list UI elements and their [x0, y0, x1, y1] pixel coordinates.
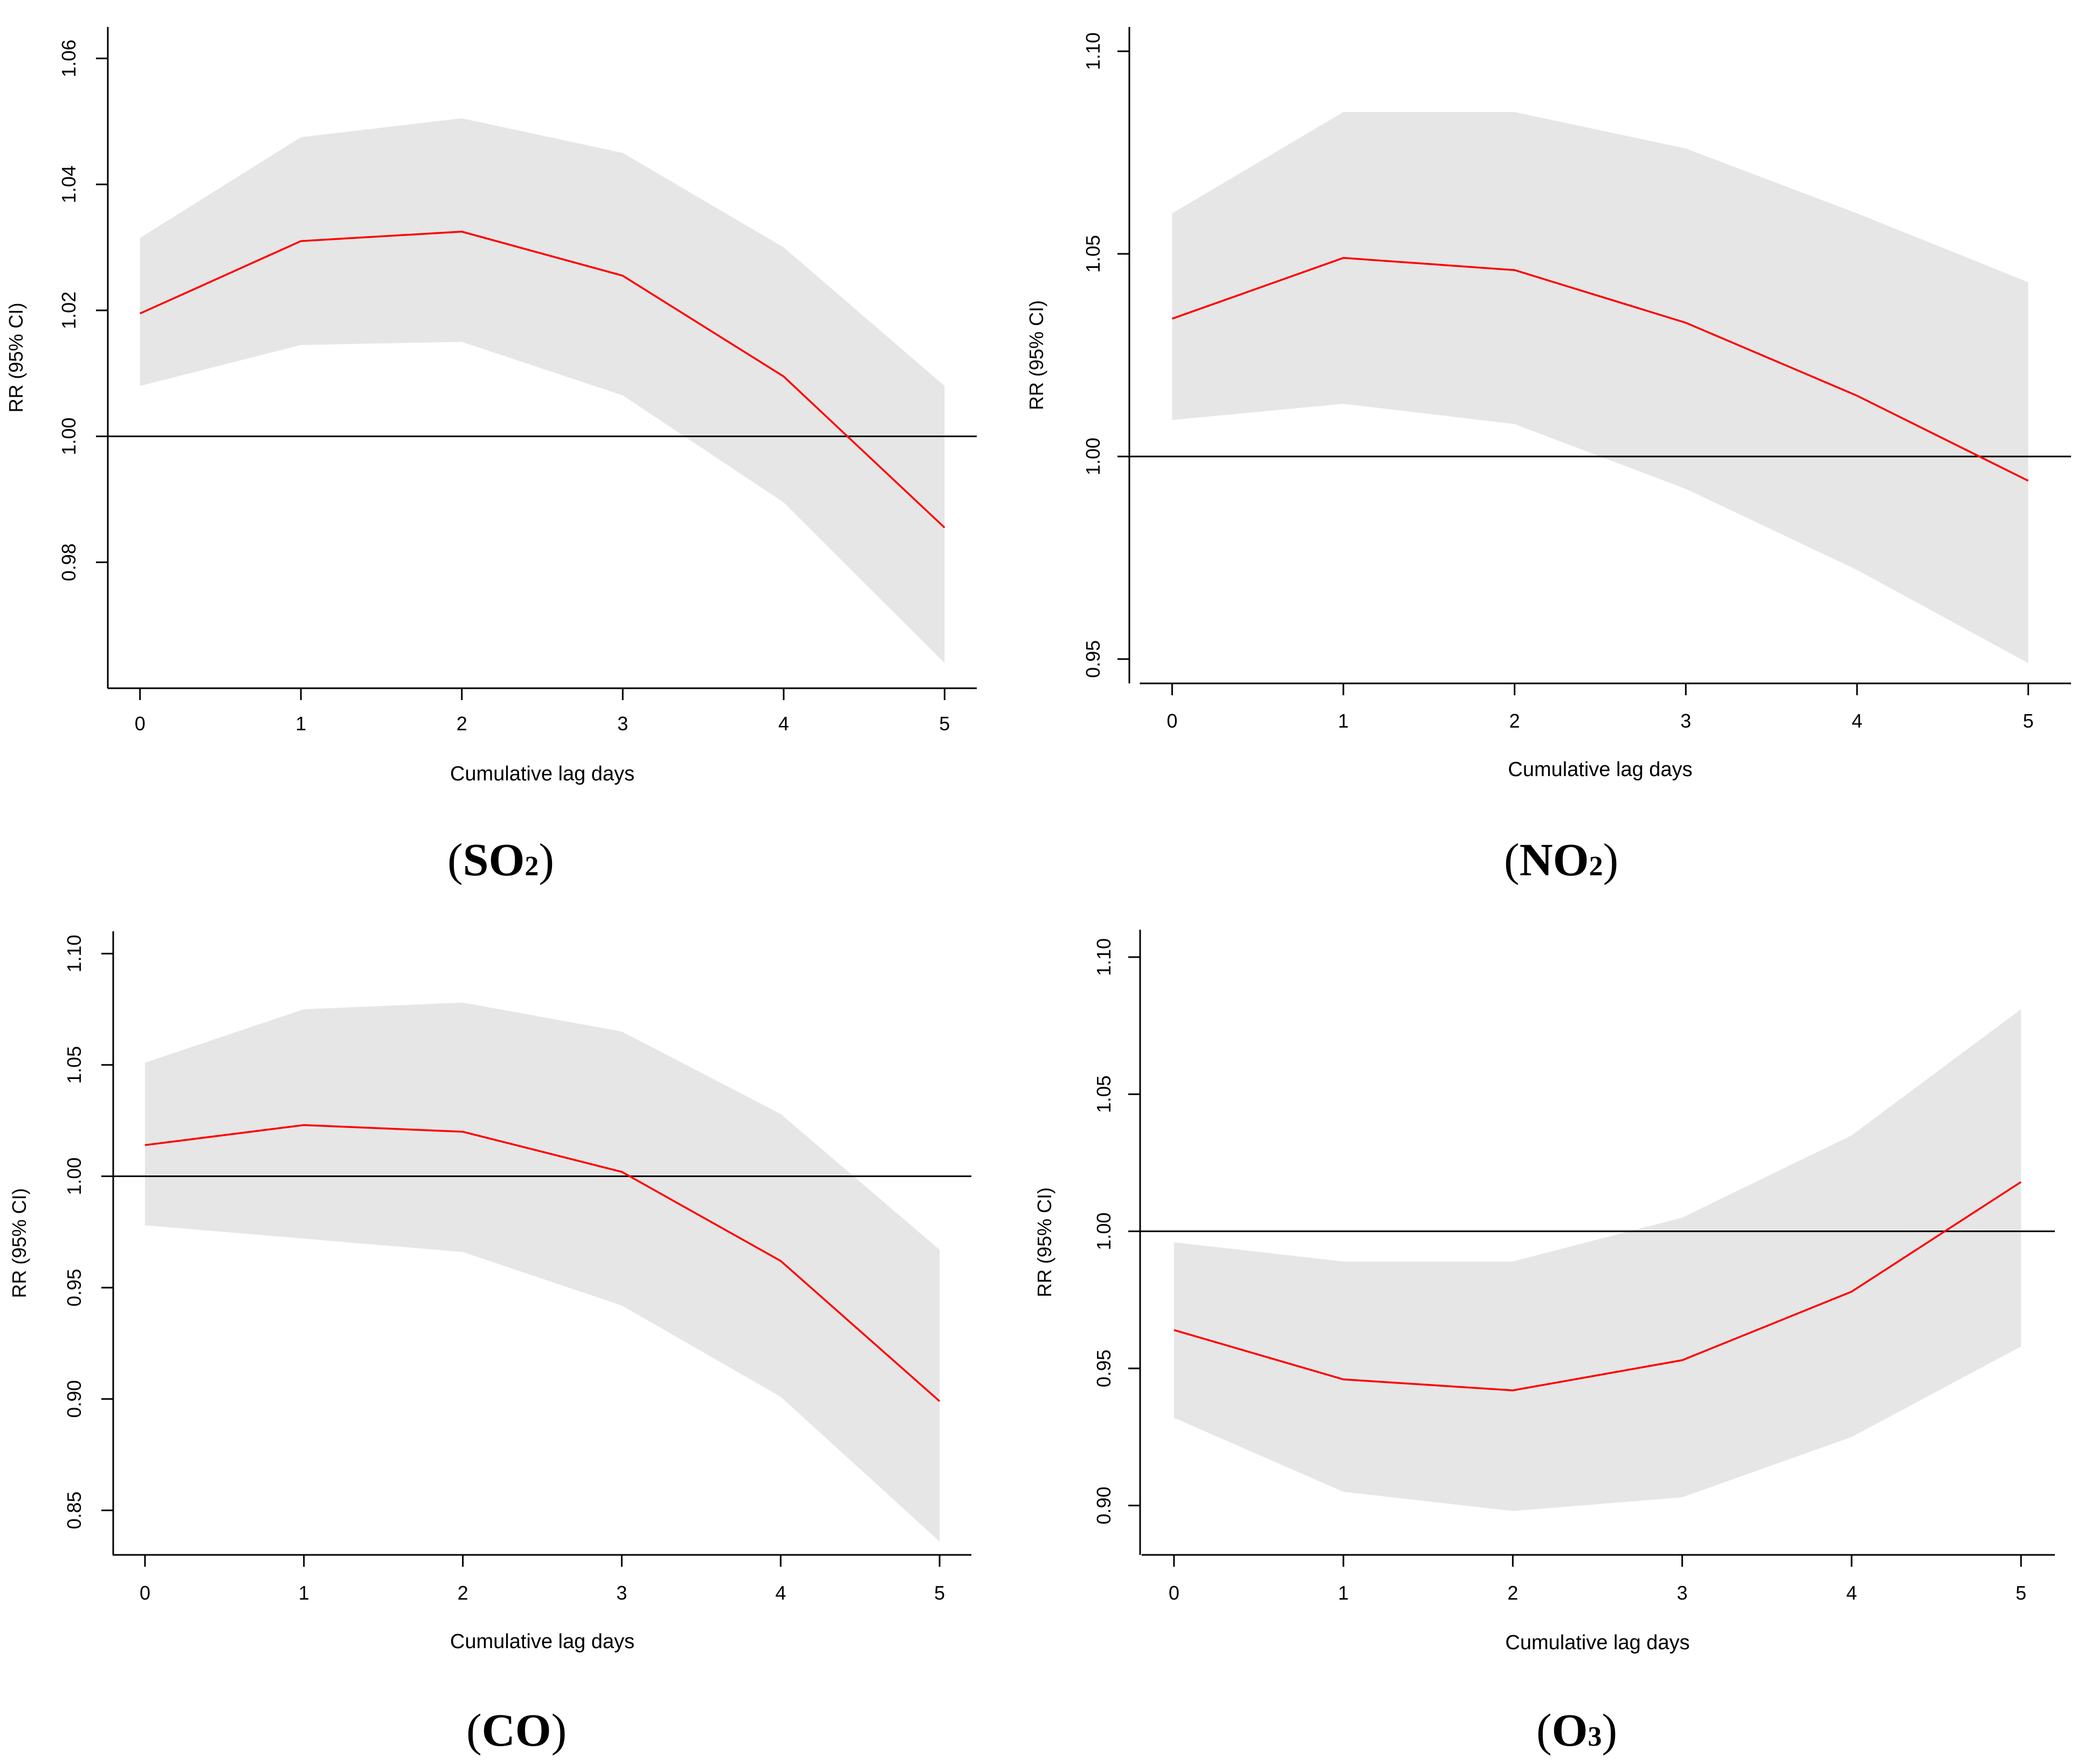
- caption-so2-open: (: [447, 834, 463, 886]
- y-axis-label-co: RR (95% CI): [8, 1188, 30, 1298]
- y-axis-label-no2: RR (95% CI): [1025, 300, 1047, 410]
- caption-so2-sub: 2: [525, 851, 539, 882]
- y-tick-label-no2: 1.10: [1082, 32, 1104, 70]
- rr-line-co: [144, 1124, 941, 1402]
- caption-o3: (O3): [1536, 1703, 1617, 1757]
- caption-co-main: CO: [481, 1704, 551, 1756]
- caption-o3-close: ): [1602, 1704, 1618, 1756]
- y-tick-label-co: 1.10: [63, 935, 85, 972]
- y-tick-label-co: 0.85: [63, 1491, 85, 1529]
- x-tick-label-o3: 4: [1846, 1582, 1857, 1604]
- caption-so2-close: ): [539, 834, 555, 886]
- caption-no2-sub: 2: [1589, 851, 1603, 882]
- x-tick-label-so2: 4: [778, 712, 789, 735]
- chart-no2: 0.95 1.00 1.05 1.10 0 1 2 3 4 5 Cumulative lag day…: [1025, 27, 2071, 781]
- x-axis-label-so2: Cumulative lag days: [450, 763, 634, 785]
- caption-no2-main: NO: [1519, 834, 1589, 886]
- x-axis-label-no2: Cumulative lag days: [1508, 758, 1692, 781]
- x-axis-label-co: Cumulative lag days: [450, 1630, 634, 1653]
- caption-so2: (SO2): [447, 833, 554, 887]
- x-tick-label-co: 2: [458, 1582, 468, 1604]
- caption-no2-close: ): [1603, 834, 1619, 886]
- x-tick-label-no2: 2: [1509, 710, 1520, 732]
- x-tick-label-so2: 0: [135, 712, 146, 735]
- y-tick-label-no2: 0.95: [1082, 640, 1104, 678]
- ci-band-o3: [1174, 1009, 2021, 1511]
- caption-no2: (NO2): [1504, 833, 1618, 887]
- y-tick-label-o3: 1.00: [1093, 1213, 1115, 1250]
- x-tick-label-co: 0: [140, 1582, 150, 1604]
- y-tick-label-co: 1.00: [63, 1157, 85, 1195]
- y-tick-label-o3: 0.90: [1093, 1486, 1115, 1524]
- y-tick-label-so2: 1.04: [58, 165, 80, 203]
- y-tick-label-no2: 1.00: [1082, 438, 1104, 475]
- x-tick-label-o3: 0: [1169, 1582, 1179, 1604]
- x-tick-label-no2: 1: [1338, 710, 1349, 732]
- caption-so2-main: SO: [463, 834, 525, 886]
- ci-band-so2: [140, 118, 945, 663]
- x-tick-label-so2: 5: [939, 712, 950, 735]
- caption-co: (CO): [466, 1703, 567, 1757]
- chart-so2: 0.98 1.00 1.02 1.04 1.06 0 1 2 3 4 5 Cumulative lag…: [5, 27, 977, 785]
- ci-band-no2: [1172, 112, 2028, 663]
- x-tick-label-o3: 3: [1677, 1582, 1688, 1604]
- y-tick-label-o3: 1.05: [1093, 1075, 1115, 1113]
- y-tick-label-so2: 1.02: [58, 292, 80, 329]
- x-tick-label-no2: 5: [2023, 710, 2034, 732]
- y-tick-label-o3: 1.10: [1093, 938, 1115, 976]
- caption-o3-main: O: [1551, 1704, 1588, 1756]
- x-tick-label-co: 4: [775, 1582, 786, 1604]
- y-tick-label-co: 1.05: [63, 1046, 85, 1084]
- caption-no2-open: (: [1504, 834, 1520, 886]
- x-tick-label-co: 5: [934, 1582, 945, 1604]
- caption-co-open: (: [466, 1704, 482, 1756]
- x-tick-label-co: 1: [299, 1582, 309, 1604]
- chart-co: 0.85 0.90 0.95 1.00 1.05 1.10 0 1 2 3 4 5 Cumulative…: [8, 931, 971, 1653]
- chart-o3: 0.90 0.95 1.00 1.05 1.10 0 1 2 3 4 5 Cumulative lag…: [1033, 930, 2055, 1654]
- x-axis-label-o3: Cumulative lag days: [1505, 1631, 1689, 1654]
- y-tick-label-no2: 1.05: [1082, 235, 1104, 273]
- x-tick-label-no2: 4: [1852, 710, 1862, 732]
- y-tick-label-co: 0.95: [63, 1269, 85, 1306]
- x-tick-label-o3: 1: [1338, 1582, 1349, 1604]
- caption-o3-sub: 3: [1588, 1721, 1602, 1752]
- chart-layer: 0.98 1.00 1.02 1.04 1.06 0 1 2 3 4 5 Cumulative lag…: [5, 27, 2071, 1654]
- rr-line-so2: [139, 231, 946, 529]
- x-tick-label-no2: 3: [1680, 710, 1691, 732]
- caption-co-close: ): [551, 1704, 567, 1756]
- y-tick-label-so2: 0.98: [58, 543, 80, 581]
- x-tick-label-o3: 5: [2016, 1582, 2026, 1604]
- y-tick-label-so2: 1.00: [58, 418, 80, 455]
- x-tick-label-o3: 2: [1507, 1582, 1518, 1604]
- y-axis-label-o3: RR (95% CI): [1033, 1187, 1055, 1297]
- caption-o3-open: (: [1536, 1704, 1552, 1756]
- rr-line-o3: [1174, 1181, 2022, 1392]
- ci-band-co: [144, 1002, 940, 1542]
- y-axis-label-so2: RR (95% CI): [5, 302, 27, 412]
- x-tick-label-so2: 2: [457, 712, 467, 735]
- y-tick-label-co: 0.90: [63, 1380, 85, 1418]
- x-tick-label-so2: 3: [617, 712, 628, 735]
- x-tick-label-no2: 0: [1167, 710, 1177, 732]
- x-tick-label-so2: 1: [295, 712, 306, 735]
- y-tick-label-o3: 0.95: [1093, 1350, 1115, 1387]
- rr-line-no2: [1171, 257, 2029, 482]
- x-tick-label-co: 3: [616, 1582, 627, 1604]
- y-tick-label-so2: 1.06: [58, 39, 80, 77]
